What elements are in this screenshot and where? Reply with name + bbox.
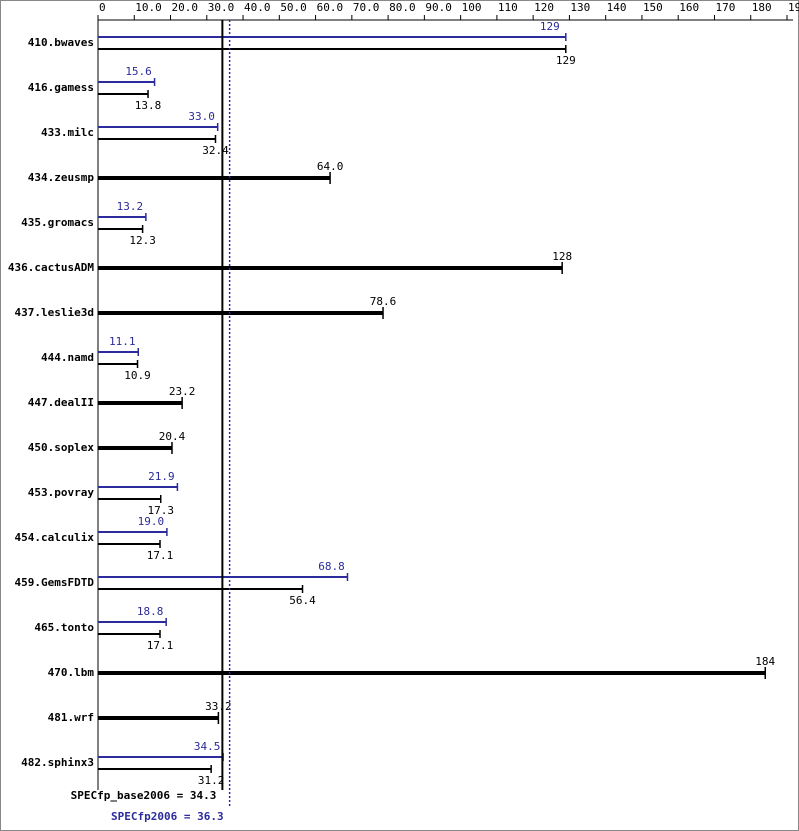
value-label: 68.8 xyxy=(318,560,345,573)
value-label: 17.3 xyxy=(147,504,174,517)
x-tick-label: 180 xyxy=(752,1,772,14)
bar xyxy=(98,216,146,218)
value-label: 18.8 xyxy=(137,605,164,618)
value-label: 78.6 xyxy=(370,295,397,308)
value-label: 15.6 xyxy=(125,65,152,78)
category-label: 470.lbm xyxy=(48,666,95,679)
bar xyxy=(98,176,331,180)
value-label: 34.5 xyxy=(194,740,221,753)
value-label: 21.9 xyxy=(148,470,175,483)
x-tick-label: 120 xyxy=(534,1,554,14)
category-label: 444.namd xyxy=(41,351,94,364)
value-label: 64.0 xyxy=(317,160,344,173)
bar xyxy=(98,588,303,590)
value-label: 33.2 xyxy=(205,700,232,713)
category-label: 437.leslie3d xyxy=(15,306,94,319)
x-tick-label: 60.0 xyxy=(317,1,344,14)
value-label: 19.0 xyxy=(138,515,165,528)
bar xyxy=(98,81,155,83)
value-label: 32.4 xyxy=(202,144,229,157)
bar xyxy=(98,363,138,365)
value-label: 12.3 xyxy=(129,234,156,247)
value-label: 17.1 xyxy=(147,549,174,562)
x-tick-label: 30.0 xyxy=(208,1,235,14)
bar xyxy=(98,446,172,450)
bar xyxy=(98,401,183,405)
category-label: 465.tonto xyxy=(34,621,94,634)
bar xyxy=(98,486,178,488)
bar xyxy=(98,498,161,500)
value-label: 56.4 xyxy=(289,594,316,607)
value-label: 129 xyxy=(540,20,560,33)
x-tick-label: 50.0 xyxy=(280,1,307,14)
bar xyxy=(98,351,139,353)
x-tick-label: 80.0 xyxy=(389,1,416,14)
category-label: 481.wrf xyxy=(48,711,94,724)
reference-label-text: SPECfp_base2006 = xyxy=(71,789,184,802)
value-label: 17.1 xyxy=(147,639,174,652)
bar xyxy=(98,36,566,38)
x-tick-label: 40.0 xyxy=(244,1,270,14)
bar xyxy=(98,228,143,230)
category-label: 482.sphinx3 xyxy=(21,756,94,769)
category-label: 433.milc xyxy=(41,126,94,139)
category-label: 434.zeusmp xyxy=(28,171,95,184)
bar xyxy=(98,633,161,635)
category-label: 410.bwaves xyxy=(28,36,94,49)
x-tick-label: 90.0 xyxy=(425,1,452,14)
value-label: 128 xyxy=(552,250,572,263)
bar xyxy=(98,126,218,128)
category-label: 447.dealII xyxy=(28,396,94,409)
category-label: 453.povray xyxy=(28,486,95,499)
bar xyxy=(98,266,563,270)
bar xyxy=(98,716,219,720)
x-tick-label: 160 xyxy=(679,1,699,14)
category-label: 459.GemsFDTD xyxy=(15,576,95,589)
bar xyxy=(98,93,149,95)
bar xyxy=(98,768,212,770)
value-label: 13.2 xyxy=(117,200,144,213)
bar xyxy=(98,311,384,315)
bar xyxy=(98,531,167,533)
bar xyxy=(98,543,161,545)
bar xyxy=(98,671,766,675)
x-tick-label: 10.0 xyxy=(135,1,162,14)
x-tick-label: 20.0 xyxy=(172,1,199,14)
x-tick-label: 70.0 xyxy=(353,1,380,14)
reference-label-text: SPECfp2006 = xyxy=(111,810,191,823)
x-tick-label: 130 xyxy=(570,1,590,14)
bar xyxy=(98,138,216,140)
value-label: 13.8 xyxy=(135,99,162,112)
x-tick-label: 170 xyxy=(715,1,735,14)
category-label: 435.gromacs xyxy=(21,216,94,229)
reference-value: 34.3 xyxy=(190,789,217,802)
x-tick-label: 100 xyxy=(462,1,482,14)
x-tick-label: 110 xyxy=(498,1,518,14)
bar xyxy=(98,756,224,758)
x-tick-label: 0 xyxy=(99,1,106,14)
bar xyxy=(98,621,167,623)
value-label: 33.0 xyxy=(188,110,215,123)
x-tick-label: 190 xyxy=(788,1,799,14)
reference-value: 36.3 xyxy=(197,810,224,823)
reference-label: SPECfp2006 = 36.3 xyxy=(111,810,224,823)
category-label: 436.cactusADM xyxy=(8,261,94,274)
category-label: 454.calculix xyxy=(15,531,95,544)
value-label: 129 xyxy=(556,54,576,67)
x-tick-label: 140 xyxy=(607,1,627,14)
value-label: 10.9 xyxy=(124,369,151,382)
category-label: 416.gamess xyxy=(28,81,94,94)
value-label: 11.1 xyxy=(109,335,136,348)
bar xyxy=(98,48,566,50)
value-label: 23.2 xyxy=(169,385,196,398)
category-label: 450.soplex xyxy=(28,441,95,454)
value-label: 20.4 xyxy=(159,430,186,443)
x-tick-label: 150 xyxy=(643,1,663,14)
value-label: 184 xyxy=(755,655,775,668)
reference-label: SPECfp_base2006 = 34.3 xyxy=(71,789,217,802)
value-label: 31.2 xyxy=(198,774,225,787)
